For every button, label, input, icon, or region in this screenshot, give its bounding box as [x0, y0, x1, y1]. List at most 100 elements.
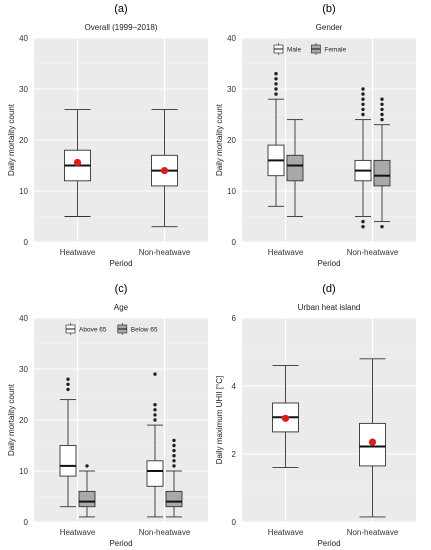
panel-label: (a)	[114, 3, 127, 15]
legend-label: Above 65	[79, 327, 107, 334]
box-iqr	[373, 159, 391, 187]
outlier-point	[380, 97, 384, 101]
outlier-point	[380, 112, 384, 117]
legend: Above 65 Below 65	[65, 323, 158, 335]
x-tick-label: Heatwave	[268, 528, 304, 537]
outlier-point	[172, 438, 176, 443]
legend: Male Female	[273, 43, 346, 55]
outlier-point	[274, 72, 278, 76]
x-axis-title: Period	[317, 259, 340, 268]
outlier-point	[274, 82, 278, 86]
box-below-65-heatwave	[78, 464, 96, 518]
outlier-point	[66, 377, 70, 381]
y-tick-label: 20	[19, 136, 28, 145]
y-tick-label: 0	[24, 238, 29, 247]
chart-title: Urban heat island	[298, 303, 361, 312]
outlier-point	[361, 107, 365, 112]
box-non-heatwave	[151, 108, 178, 228]
box-heatwave	[272, 365, 299, 469]
outlier-point	[361, 225, 365, 229]
y-tick-label: 20	[227, 136, 236, 145]
x-tick-label: Non-heatwave	[347, 248, 399, 257]
y-tick-label: 0	[232, 518, 237, 527]
y-axis-title: Daily maximum UHII [°C]	[215, 376, 224, 465]
panel-label: (b)	[322, 3, 335, 15]
chart-title: Age	[114, 303, 129, 312]
x-axis-title: Period	[317, 539, 340, 548]
outlier-point	[153, 418, 157, 422]
x-tick-label: Heatwave	[60, 528, 96, 537]
outlier-point	[66, 382, 70, 386]
box-male-heatwave	[267, 72, 285, 207]
legend-label: Male	[287, 47, 301, 54]
y-tick-label: 2	[232, 450, 237, 459]
y-tick-label: 40	[227, 34, 236, 43]
y-axis-title: Daily mortality count	[215, 103, 224, 176]
outlier-point	[172, 459, 176, 463]
legend-key	[117, 323, 128, 335]
y-tick-label: 0	[24, 518, 29, 527]
box-iqr	[59, 445, 77, 477]
box-above-65-heatwave	[59, 377, 77, 508]
box-non-heatwave	[359, 358, 386, 518]
x-tick-label: Heatwave	[60, 248, 96, 257]
outlier-point	[361, 102, 365, 107]
legend-label: Female	[324, 47, 346, 54]
chart-panel-3: (c) Age 0 10 20 30 40 Heatwave Non-heatwave Perio…	[7, 283, 208, 548]
y-axis-title: Daily mortality count	[7, 103, 16, 176]
outlier-point	[66, 387, 70, 392]
x-axis-title: Period	[109, 539, 132, 548]
y-tick-label: 4	[232, 382, 237, 391]
outlier-point	[380, 117, 384, 122]
outlier-point	[274, 77, 278, 81]
outlier-point	[361, 112, 365, 117]
x-tick-label: Non-heatwave	[139, 248, 191, 257]
y-tick-label: 40	[19, 314, 28, 323]
chart-panel-2: (b) Gender 0 10 20 30 40 Heatwave Non-heatwave Pe…	[215, 3, 416, 268]
legend-label: Below 65	[131, 327, 158, 334]
outlier-point	[172, 464, 176, 468]
y-tick-label: 30	[227, 85, 236, 94]
outlier-point	[361, 87, 365, 91]
outlier-point	[274, 87, 278, 91]
outlier-point	[153, 403, 157, 407]
chart-title: Overall (1999–2018)	[85, 23, 158, 32]
outlier-point	[153, 413, 157, 417]
legend-key	[273, 43, 284, 55]
y-tick-label: 10	[19, 467, 28, 476]
x-tick-label: Non-heatwave	[139, 528, 191, 537]
outlier-point	[274, 92, 278, 96]
outlier-point	[380, 107, 384, 112]
box-heatwave	[64, 108, 91, 217]
y-tick-label: 20	[19, 416, 28, 425]
x-tick-label: Non-heatwave	[347, 528, 399, 537]
panel-label: (c)	[115, 283, 128, 295]
x-tick-label: Heatwave	[268, 248, 304, 257]
y-tick-label: 0	[232, 238, 237, 247]
box-iqr	[78, 490, 96, 508]
chart-title: Gender	[316, 23, 343, 32]
box-above-65-non-heatwave	[146, 372, 164, 518]
mean-point	[160, 167, 169, 175]
y-tick-label: 10	[227, 187, 236, 196]
outlier-point	[380, 102, 384, 107]
mean-point	[73, 158, 82, 167]
outlier-point	[361, 219, 365, 224]
y-tick-label: 10	[19, 187, 28, 196]
box-male-non-heatwave	[354, 87, 372, 229]
outlier-point	[380, 225, 384, 229]
outlier-point	[172, 443, 176, 448]
box-female-non-heatwave	[373, 97, 391, 229]
outlier-point	[172, 448, 176, 453]
y-axis-title: Daily mortality count	[7, 383, 16, 456]
chart-panel-4: (d) Urban heat island 0 2 4 6 Heatwave Non-heat…	[215, 283, 416, 548]
box-female-heatwave	[286, 119, 304, 217]
box-iqr	[165, 490, 183, 508]
outlier-point	[172, 454, 176, 458]
box-iqr	[146, 460, 164, 487]
outlier-point	[361, 97, 365, 101]
y-tick-label: 30	[19, 365, 28, 374]
chart-panel-1: (a) Overall (1999–2018) 0 10 20 30 40 Heatwave N…	[7, 3, 208, 268]
legend-key	[65, 323, 76, 335]
